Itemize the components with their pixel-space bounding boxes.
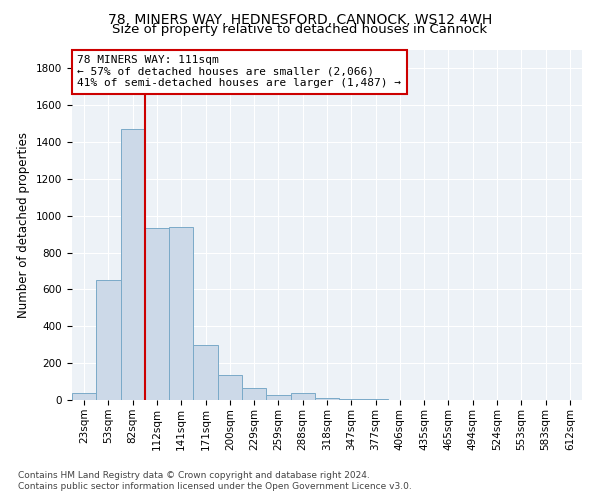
Bar (339, 399, 364, 400)
Text: 78 MINERS WAY: 111sqm
← 57% of detached houses are smaller (2,066)
41% of semi-d: 78 MINERS WAY: 111sqm ← 57% of detached … (77, 56, 401, 88)
Text: 78, MINERS WAY, HEDNESFORD, CANNOCK, WS12 4WH: 78, MINERS WAY, HEDNESFORD, CANNOCK, WS1… (108, 12, 492, 26)
Text: Contains HM Land Registry data © Crown copyright and database right 2024.: Contains HM Land Registry data © Crown c… (18, 471, 370, 480)
Y-axis label: Number of detached properties: Number of detached properties (17, 132, 31, 318)
Bar (218, 375, 242, 400)
Bar (121, 129, 145, 400)
Bar (290, 392, 315, 400)
Text: Size of property relative to detached houses in Cannock: Size of property relative to detached ho… (112, 22, 488, 36)
Bar (193, 345, 218, 400)
Text: Contains public sector information licensed under the Open Government Licence v3: Contains public sector information licen… (18, 482, 412, 491)
Bar (96, 280, 121, 400)
Bar (145, 228, 169, 400)
Bar (315, 398, 339, 400)
Bar (266, 396, 290, 400)
Bar (72, 392, 96, 400)
Bar (169, 227, 193, 400)
Bar (242, 388, 266, 400)
